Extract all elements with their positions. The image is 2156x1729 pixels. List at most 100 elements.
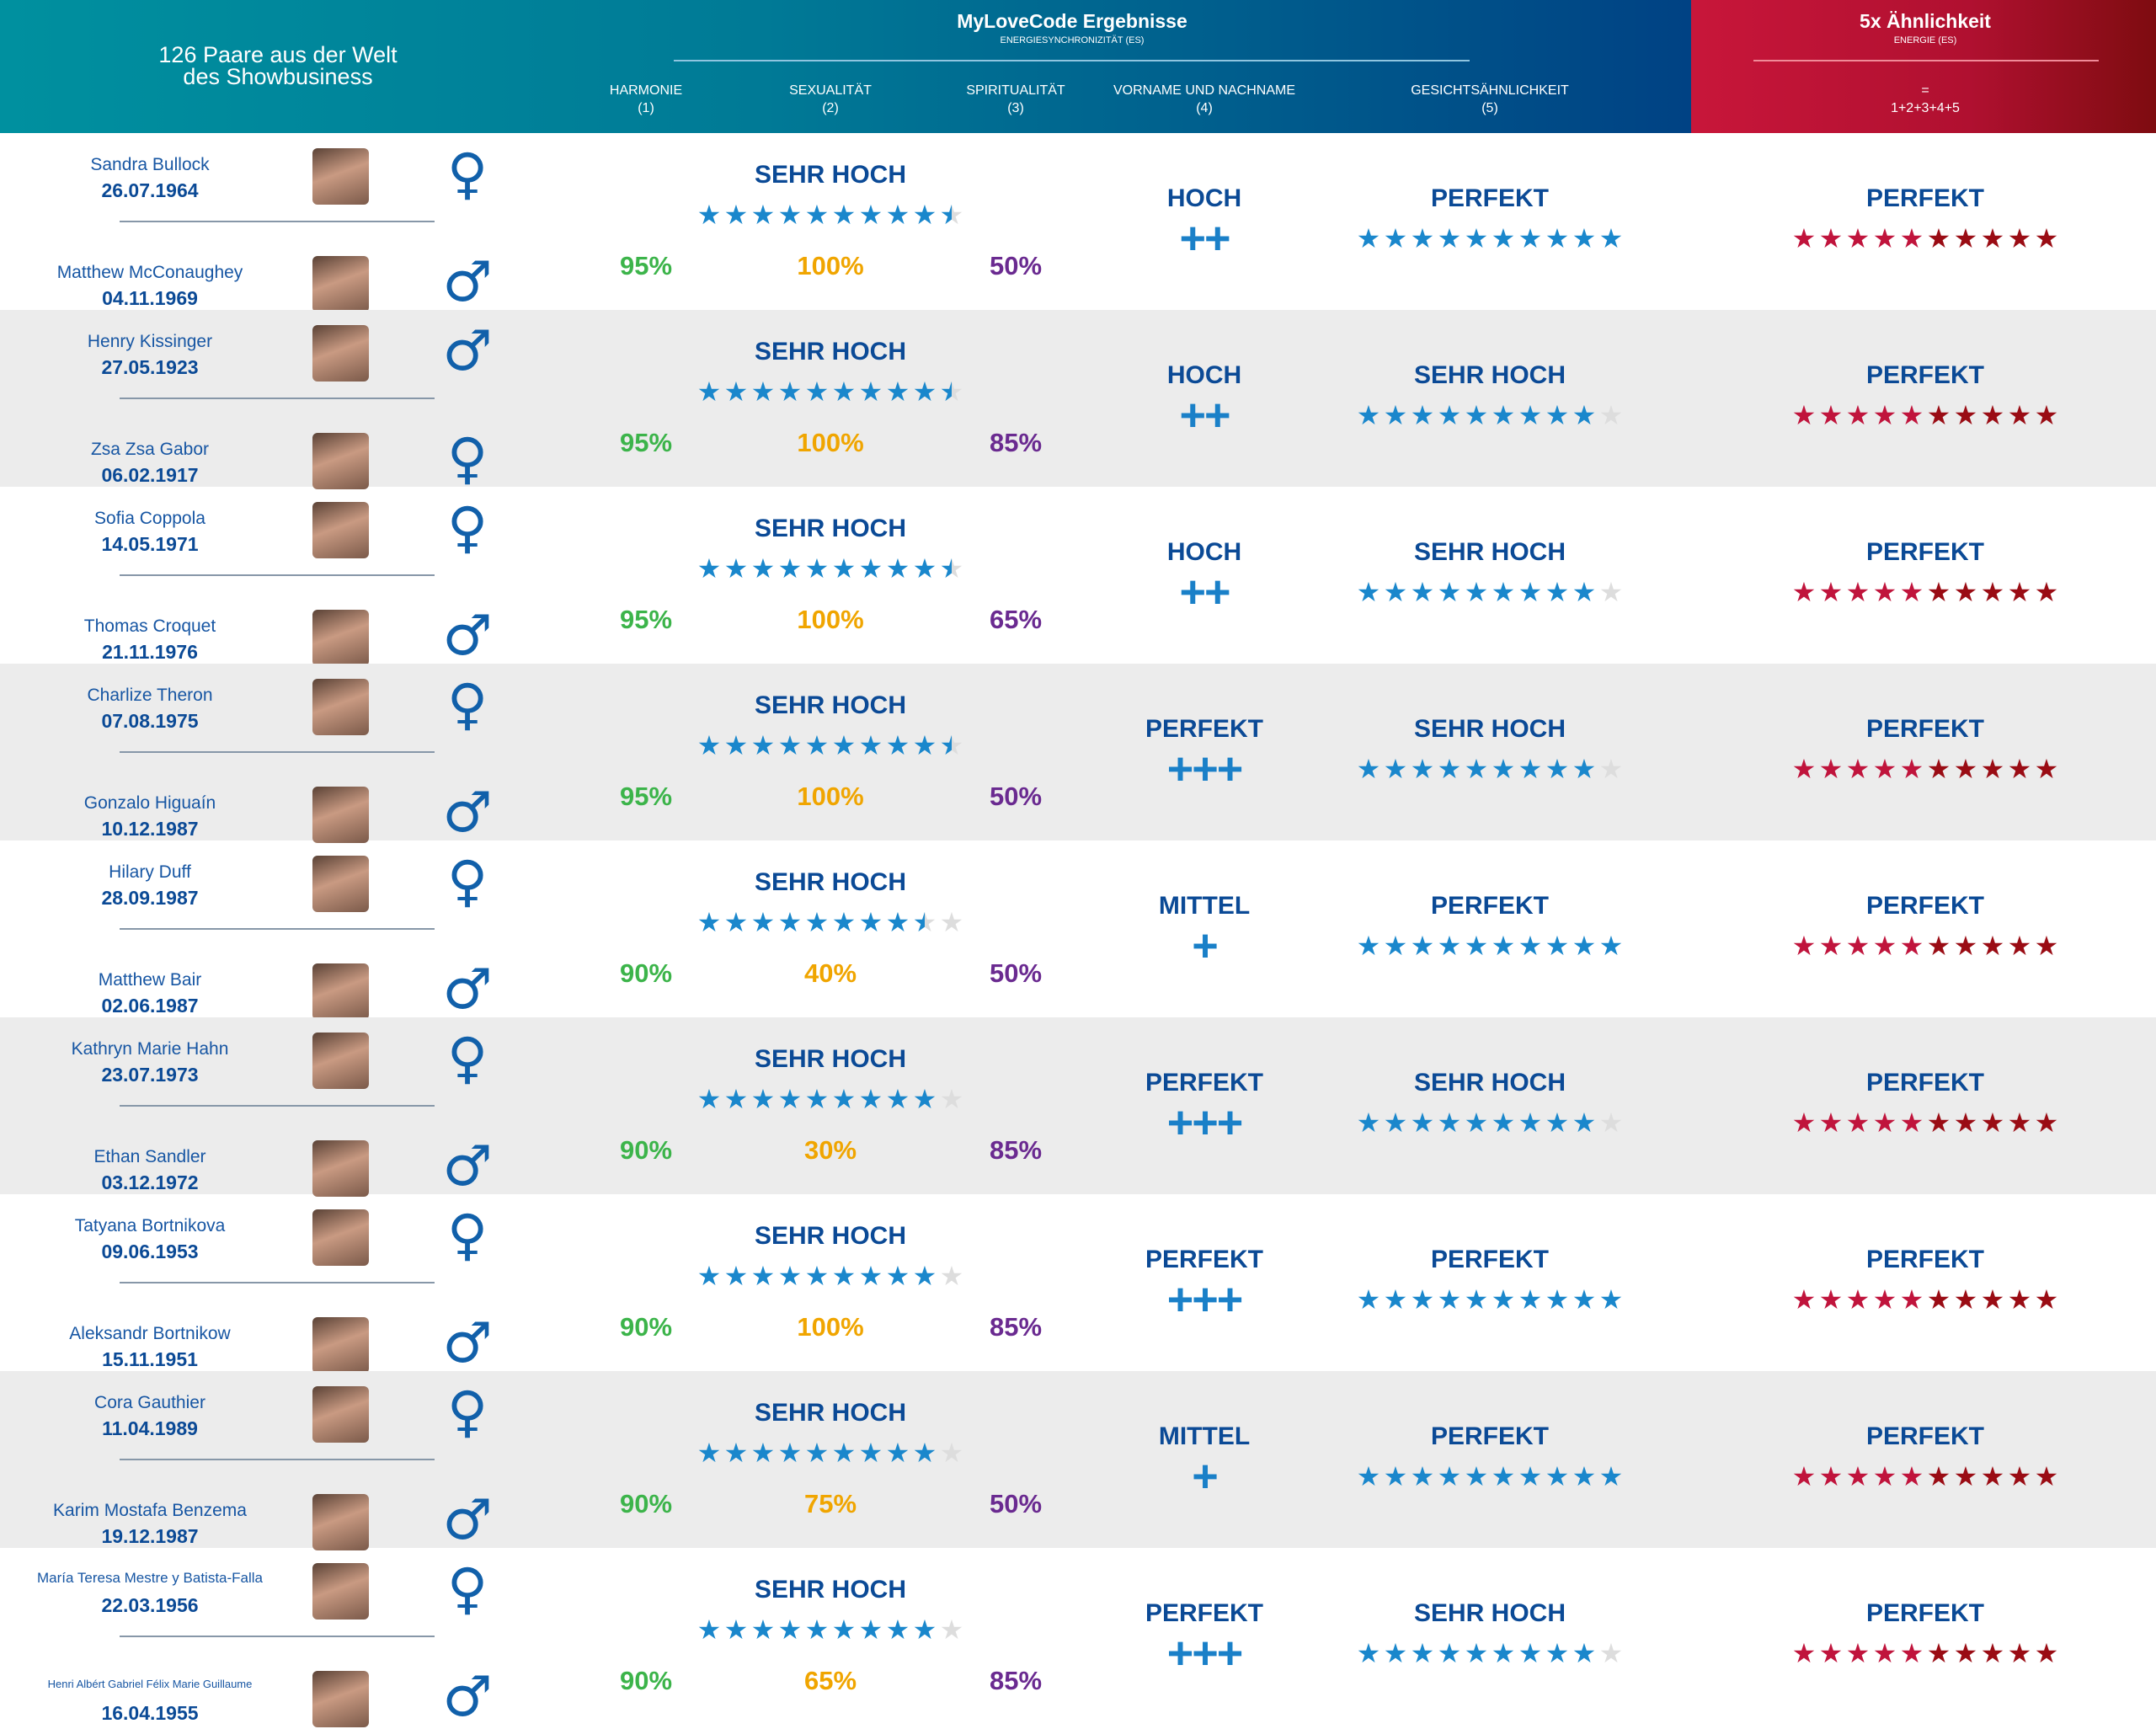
star-icon: ★	[1926, 1460, 1951, 1492]
person-name: Cora Gauthier	[94, 1393, 205, 1412]
spiritualitaet-percent: 50%	[989, 1489, 1043, 1518]
spiritualitaet-percent: 50%	[989, 251, 1043, 280]
birth-date: 26.07.1964	[101, 179, 199, 201]
star-icon: ★	[1818, 930, 1844, 962]
person-photo	[312, 787, 369, 843]
star-icon: ★	[723, 1083, 749, 1115]
star-icon: ★	[1383, 1107, 1408, 1139]
birth-date: 11.04.1989	[102, 1417, 198, 1439]
sexualitaet-percent: 75%	[803, 1489, 857, 1518]
column-header-harmonie[interactable]: HARMONIE (1)	[610, 82, 682, 117]
star-icon: ★	[1926, 1637, 1951, 1669]
total-label: PERFEKT	[1865, 361, 1985, 389]
star-icon: ★	[912, 199, 937, 231]
star-icon: ★	[1437, 930, 1462, 962]
star-icon: ★	[1926, 930, 1951, 962]
star-icon: ★	[777, 376, 803, 408]
star-icon: ★	[1410, 1637, 1435, 1669]
sexualitaet-percent: 100%	[797, 251, 864, 280]
person-photo	[312, 1563, 369, 1620]
female-icon: ♀	[446, 1379, 488, 1444]
total-label: PERFEKT	[1865, 184, 1985, 212]
face-stars: ★ ★ ★ ★ ★ ★ ★ ★ ★ ★	[1355, 401, 1625, 430]
star-icon: ★	[1518, 1107, 1543, 1139]
female-icon: ♀	[446, 672, 488, 737]
harmonie-percent: 90%	[619, 958, 673, 988]
star-icon: ★	[1872, 1460, 1897, 1492]
star-icon: ★	[1598, 1283, 1624, 1315]
column-header-total[interactable]: = 1+2+3+4+5	[1891, 82, 1960, 117]
sync-stars: ★ ★ ★ ★ ★ ★ ★ ★ ★ ★	[696, 908, 965, 937]
sync-stars: ★ ★ ★ ★ ★ ★ ★ ★ ★ ★	[696, 554, 965, 583]
star-icon: ★	[1518, 930, 1543, 962]
star-icon: ★	[1518, 1460, 1543, 1492]
column-header-spiritualitaet[interactable]: SPIRITUALITÄT (3)	[966, 82, 1065, 117]
female-icon: ♀	[446, 426, 488, 491]
star-icon: ★	[939, 1083, 964, 1115]
total-stars: ★ ★ ★ ★ ★ ★ ★ ★ ★ ★	[1790, 1462, 2060, 1491]
star-icon: ★	[1410, 399, 1435, 431]
star-icon: ★	[1818, 1460, 1844, 1492]
star-icon: ★	[1872, 1637, 1897, 1669]
column-header-face[interactable]: GESICHTSÄHNLICHKEIT (5)	[1411, 82, 1569, 117]
birth-date: 19.12.1987	[101, 1525, 199, 1547]
results-subtitle: ENERGIESYNCHRONIZITÄT (ES)	[1000, 35, 1145, 45]
star-icon: ★	[1356, 1107, 1381, 1139]
star-icon: ★	[2034, 222, 2059, 254]
star-icon: ★	[696, 1437, 722, 1469]
star-icon: ★	[1980, 1283, 2005, 1315]
column-header-sexualitaet[interactable]: SEXUALITÄT (2)	[789, 82, 872, 117]
column-number: (5)	[1481, 101, 1498, 115]
star-icon: ★	[939, 906, 964, 938]
star-icon: ★	[1356, 1283, 1381, 1315]
star-icon: ★	[1899, 753, 1924, 785]
star-icon: ★	[1356, 753, 1381, 785]
person-name: Matthew Bair	[98, 970, 202, 990]
person-name: María Teresa Mestre y Batista-Falla	[37, 1570, 263, 1586]
star-icon: ★	[1545, 1460, 1570, 1492]
harmonie-percent: 90%	[619, 1489, 673, 1518]
star-icon: ★	[723, 552, 749, 584]
star-icon: ★	[2034, 1283, 2059, 1315]
harmonie-percent: 90%	[619, 1135, 673, 1165]
star-icon: ★	[912, 1260, 937, 1292]
star-icon: ★	[804, 199, 830, 231]
star-icon: ★	[2034, 930, 2059, 962]
star-icon: ★	[1356, 399, 1381, 431]
star-icon: ★	[885, 1260, 910, 1292]
sync-label: SEHR HOCH	[754, 691, 907, 719]
face-stars: ★ ★ ★ ★ ★ ★ ★ ★ ★ ★	[1355, 1639, 1625, 1668]
star-icon: ★	[1572, 576, 1597, 608]
star-icon: ★	[1872, 399, 1897, 431]
star-icon: ★	[1572, 1460, 1597, 1492]
star-icon: ★	[1872, 576, 1897, 608]
birth-date: 27.05.1923	[101, 356, 199, 378]
column-header-name[interactable]: VORNAME UND NACHNAME (4)	[1113, 82, 1295, 117]
star-icon: ★	[1953, 930, 1978, 962]
star-icon: ★	[1464, 576, 1489, 608]
star-icon: ★	[750, 1083, 776, 1115]
star-icon: ★	[1980, 930, 2005, 962]
star-icon: ★	[1791, 753, 1817, 785]
sexualitaet-percent: 30%	[803, 1135, 857, 1165]
star-icon: ★	[1545, 1637, 1570, 1669]
name-plus: ++	[1179, 213, 1230, 264]
star-icon: ★	[885, 1437, 910, 1469]
pair-row: Cora Gauthier 11.04.1989 ♀ Karim Mostafa Be…	[0, 1371, 2156, 1550]
person-photo	[312, 325, 369, 382]
star-icon: ★	[858, 199, 883, 231]
star-icon: ★	[912, 729, 937, 761]
star-icon: ★	[1410, 222, 1435, 254]
star-icon: ★	[939, 1614, 964, 1646]
star-icon: ★	[885, 1614, 910, 1646]
star-icon: ★	[1491, 399, 1516, 431]
star-icon: ★	[1845, 1283, 1870, 1315]
star-icon: ★	[696, 552, 722, 584]
star-icon: ★	[1791, 1107, 1817, 1139]
male-icon: ♂	[442, 957, 493, 1022]
star-icon: ★	[750, 1614, 776, 1646]
person-photo	[312, 679, 369, 735]
star-icon: ★	[1437, 1460, 1462, 1492]
star-icon: ★	[858, 906, 883, 938]
name-plus: +++	[1166, 1274, 1244, 1325]
